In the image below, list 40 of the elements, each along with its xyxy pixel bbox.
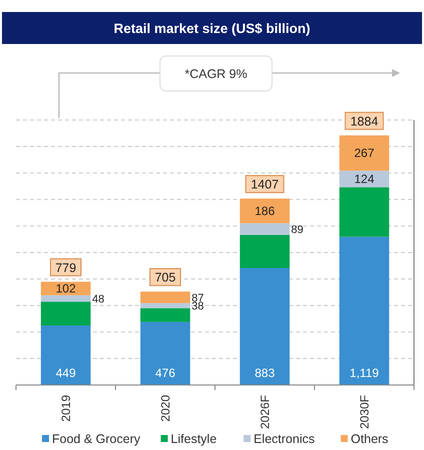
bar <box>40 295 91 302</box>
bar <box>240 235 290 268</box>
data-label: 1,119 <box>350 366 380 380</box>
legend-label: Food & Grocery <box>52 432 141 446</box>
bar <box>240 268 290 385</box>
text: *CAGR 9% <box>184 67 248 81</box>
x-tick-label: 2020 <box>158 394 172 422</box>
bar <box>40 302 91 326</box>
bar <box>339 135 390 171</box>
legend-label: Electronics <box>254 432 315 446</box>
total-label: 1884 <box>350 114 378 128</box>
total-label: 1407 <box>250 178 279 192</box>
data-label: 124 <box>354 172 375 186</box>
bar <box>240 198 290 224</box>
bar <box>140 322 190 385</box>
total-label: 779 <box>55 260 76 275</box>
data-label: 883 <box>254 366 276 380</box>
data-label: 48 <box>92 293 104 306</box>
data-label: 476 <box>155 366 176 380</box>
x-tick-label: 2026F <box>258 395 272 430</box>
bar <box>140 292 190 304</box>
data-label: 267 <box>354 146 375 160</box>
data-label: 89 <box>291 224 304 236</box>
bar <box>339 170 390 188</box>
bar <box>339 236 390 385</box>
bar <box>240 223 290 236</box>
legend-label: Lifestyle <box>170 432 217 446</box>
bar <box>40 326 91 385</box>
chart-title: Retail market size (US$ billion) <box>114 21 310 36</box>
data-label: 38 <box>192 300 204 313</box>
data-label: 186 <box>254 204 276 218</box>
bar <box>339 187 390 237</box>
x-tick-label: 2030F <box>357 395 372 430</box>
data-label: 449 <box>56 366 76 380</box>
total-label: 705 <box>154 270 176 285</box>
bar <box>140 308 190 322</box>
data-label: 102 <box>56 282 76 296</box>
legend-label: Others <box>350 432 388 446</box>
x-tick-label: 2019 <box>58 394 73 422</box>
bar <box>140 303 190 308</box>
